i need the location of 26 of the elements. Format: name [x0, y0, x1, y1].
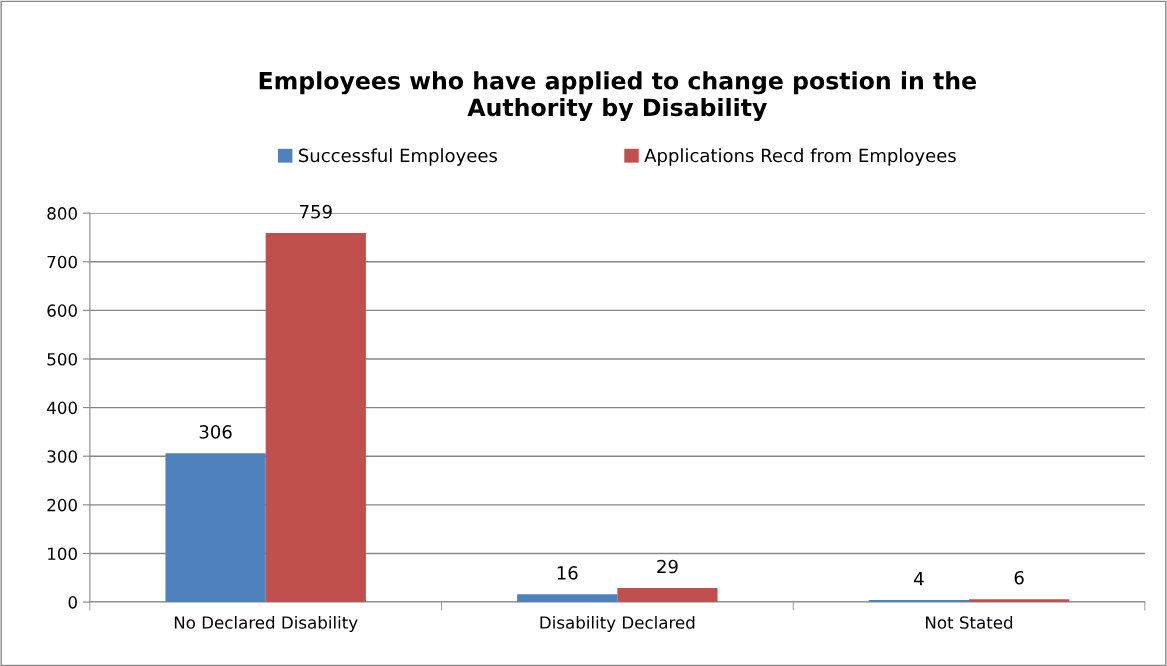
- y-tick-label: 300: [47, 450, 77, 463]
- bar: [969, 599, 1070, 603]
- y-tick-label: 400: [47, 401, 77, 415]
- x-tick-label: Not Stated: [926, 615, 1013, 629]
- bar: [165, 453, 266, 603]
- legend-label: Successful Employees: [299, 148, 498, 166]
- data-label: 306: [199, 425, 232, 439]
- bar: [517, 594, 618, 603]
- y-tick-label: 600: [47, 304, 77, 317]
- legend-label: Applications Recd from Employees: [644, 148, 956, 166]
- x-tick-label: No Declared Disability: [174, 615, 358, 633]
- bar: [617, 587, 718, 603]
- y-tick-label: 200: [47, 498, 77, 512]
- data-label: 4: [914, 572, 924, 586]
- data-label: 16: [557, 566, 578, 580]
- chart-title: Employees who have applied to change postion in the Authority by Disability: [259, 71, 976, 121]
- y-tick-label: 800: [47, 207, 77, 220]
- y-tick-label: 100: [48, 547, 77, 561]
- y-tick-label: 700: [47, 255, 77, 269]
- y-tick-label: 0: [68, 596, 77, 609]
- bar: [265, 233, 366, 603]
- y-tick-label: 500: [47, 352, 77, 366]
- x-tick-label: Disability Declared: [540, 615, 695, 633]
- data-label: 6: [1014, 570, 1024, 585]
- data-label: 29: [657, 559, 678, 574]
- data-label: 759: [300, 204, 332, 219]
